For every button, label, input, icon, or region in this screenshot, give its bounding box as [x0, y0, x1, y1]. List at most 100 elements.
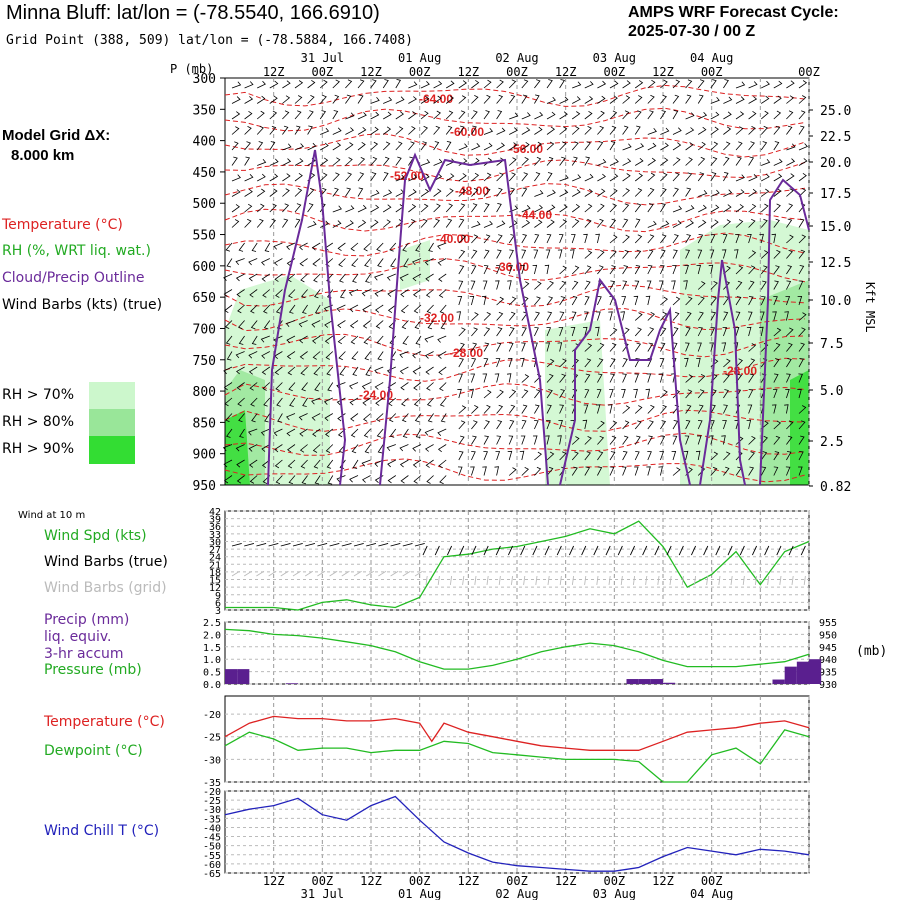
wind-barb-316 [735, 174, 745, 182]
wind-barb-1175 [546, 466, 554, 476]
wind-barb-333 [370, 189, 380, 197]
wind-barb-1133 [597, 451, 604, 461]
wind-barb-214 [609, 141, 616, 151]
wind-barb-257 [571, 156, 578, 166]
wind-barb-459 [798, 218, 805, 228]
wind-barb-524 [458, 249, 466, 259]
wind-barb-434 [483, 220, 493, 228]
wind-barb-1116 [374, 459, 384, 467]
wind-barb-1029 [437, 428, 447, 436]
wind-barb-568 [425, 273, 434, 282]
sfc-barb-true-15 [414, 542, 425, 547]
wind-barb-522 [424, 258, 434, 266]
wind-barb-806 [533, 342, 538, 352]
wind-barb-839 [365, 366, 371, 376]
wind-barb-411 [773, 203, 781, 213]
wind-barb-672 [584, 296, 590, 306]
wind-barb-929 [336, 397, 346, 406]
legend-temperature-sfc: Temperature (°C) [44, 714, 165, 730]
wind-barb-6 [307, 79, 316, 89]
sfc-barb-grid-0 [231, 570, 240, 577]
temp-contour-12 [224, 383, 806, 406]
wind-barb-544 [709, 249, 715, 259]
wind-barb-944 [534, 389, 541, 399]
wind-barb-682 [710, 296, 717, 306]
wind-barb-1000 [660, 404, 667, 414]
wind-barb-1042 [609, 420, 618, 430]
pressure-tick-label-7: 650 [193, 291, 216, 306]
wind-barb-60 [408, 96, 417, 104]
wind-barb-868 [735, 358, 743, 368]
wind-barb-27 [572, 81, 582, 89]
wind-barb-942 [508, 389, 517, 399]
wind-barb-762 [558, 327, 564, 337]
bottom-date-label-1: 01 Aug [398, 887, 441, 900]
wind-barb-930 [349, 397, 359, 406]
wind-barb-371 [269, 203, 277, 213]
cloud-outlines [267, 149, 810, 486]
sfc-barb-grid-34 [645, 575, 648, 585]
wind-barb-718 [583, 311, 589, 321]
wind-barb-842 [399, 366, 409, 375]
wind-barb-339 [445, 188, 454, 197]
panel-1-ytick-0: 42 [209, 507, 221, 518]
sfc-barb-true-13 [390, 542, 401, 547]
panel-1-ytick-6: 24 [209, 553, 221, 564]
wind-barb-641 [773, 280, 779, 290]
wind-barb-406 [710, 204, 720, 213]
wind-barb-417 [269, 218, 276, 228]
wind-barb-173 [672, 127, 682, 135]
temp-contour-13 [224, 409, 806, 432]
dewpoint-line [224, 729, 810, 783]
wind-barb-728 [710, 311, 717, 321]
wind-barb-26 [559, 79, 566, 89]
wind-barb-585 [647, 265, 653, 275]
wind-barb-514 [325, 258, 334, 267]
wind-barb-612 [400, 289, 409, 298]
wind-barb-127 [672, 110, 679, 120]
wind-barb-597 [798, 265, 805, 275]
wind-barb-103 [370, 111, 380, 120]
wind-barb-607 [339, 289, 346, 299]
wind-barb-907 [646, 373, 652, 383]
wind-barb-847 [471, 358, 477, 368]
wind-barb-408 [735, 204, 744, 213]
wind-barb-384 [433, 203, 441, 213]
sfc-barb-grid-10 [353, 570, 362, 577]
wind-barb-509 [261, 258, 270, 266]
wind-barb-928 [323, 397, 333, 405]
wind-barb-579 [571, 265, 580, 275]
wind-barb-321 [798, 172, 807, 182]
wind-barb-454 [735, 219, 744, 228]
panel-1-ytick-5: 27 [209, 545, 221, 556]
wind-barb-148 [357, 126, 367, 135]
top-date-label-0: 31 Jul [301, 51, 344, 65]
wind-barb-500 [735, 234, 740, 244]
wind-chill-line [224, 795, 810, 872]
bottom-date-label-2: 02 Aug [495, 887, 538, 900]
sfc-barb-true-12 [378, 542, 389, 547]
wind-barb-102 [357, 112, 367, 120]
wind-barb-865 [696, 357, 701, 368]
wind-barb-290 [408, 174, 418, 182]
wind-barb-105 [395, 111, 404, 120]
wind-barb-388 [483, 203, 490, 213]
wind-barb-707 [440, 320, 447, 330]
wind-barb-715 [546, 311, 553, 321]
wind-barb-908 [658, 373, 664, 383]
legend-precip: Precip (mm) liq. equiv. 3-hr accum [44, 612, 129, 663]
wind-barb-151 [395, 126, 404, 135]
wind-barb-874 [223, 382, 233, 391]
wind-barb-128 [685, 112, 695, 120]
wind-barb-303 [572, 174, 582, 182]
wind-barb-237 [319, 157, 329, 166]
wind-barb-1074 [425, 444, 434, 452]
wind-barb-78 [634, 95, 643, 104]
wind-barb-520 [403, 258, 409, 268]
wind-barb-837 [339, 366, 346, 376]
wind-barb-262 [634, 157, 644, 166]
wind-barb-543 [697, 249, 703, 259]
wind-barb-724 [660, 311, 668, 321]
height-tick-label-9: 2.5 [820, 435, 843, 450]
wind-barb-692 [250, 320, 258, 330]
